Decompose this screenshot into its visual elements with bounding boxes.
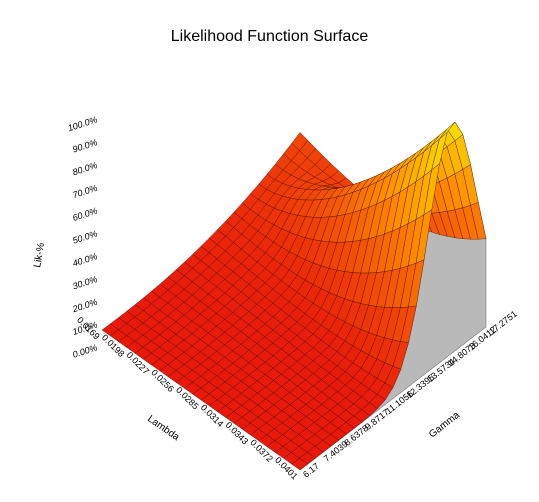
x-axis-label: Lambda (145, 413, 181, 443)
z-tick-label: 30.0% (71, 274, 98, 291)
z-tick-label: 100.0% (66, 114, 98, 133)
y-axis-label: Gamma (427, 410, 462, 441)
y-tick-label: 17.2751 (487, 309, 519, 337)
z-tick-label: 40.0% (71, 251, 98, 268)
z-tick-label: 50.0% (71, 228, 98, 245)
z-tick-label: 0.00% (71, 342, 98, 359)
chart-title: Likelihood Function Surface (170, 28, 369, 45)
z-tick-label: 70.0% (71, 183, 98, 200)
z-tick-label: 90.0% (71, 137, 98, 154)
z-tick-label: 20.0% (70, 297, 98, 315)
surface-mesh (101, 121, 487, 471)
z-tick-label: 80.0% (71, 160, 98, 177)
z-axis-label: Lik-% (32, 242, 47, 269)
z-tick-label: 60.0% (71, 206, 98, 223)
surface-cell (291, 457, 309, 471)
